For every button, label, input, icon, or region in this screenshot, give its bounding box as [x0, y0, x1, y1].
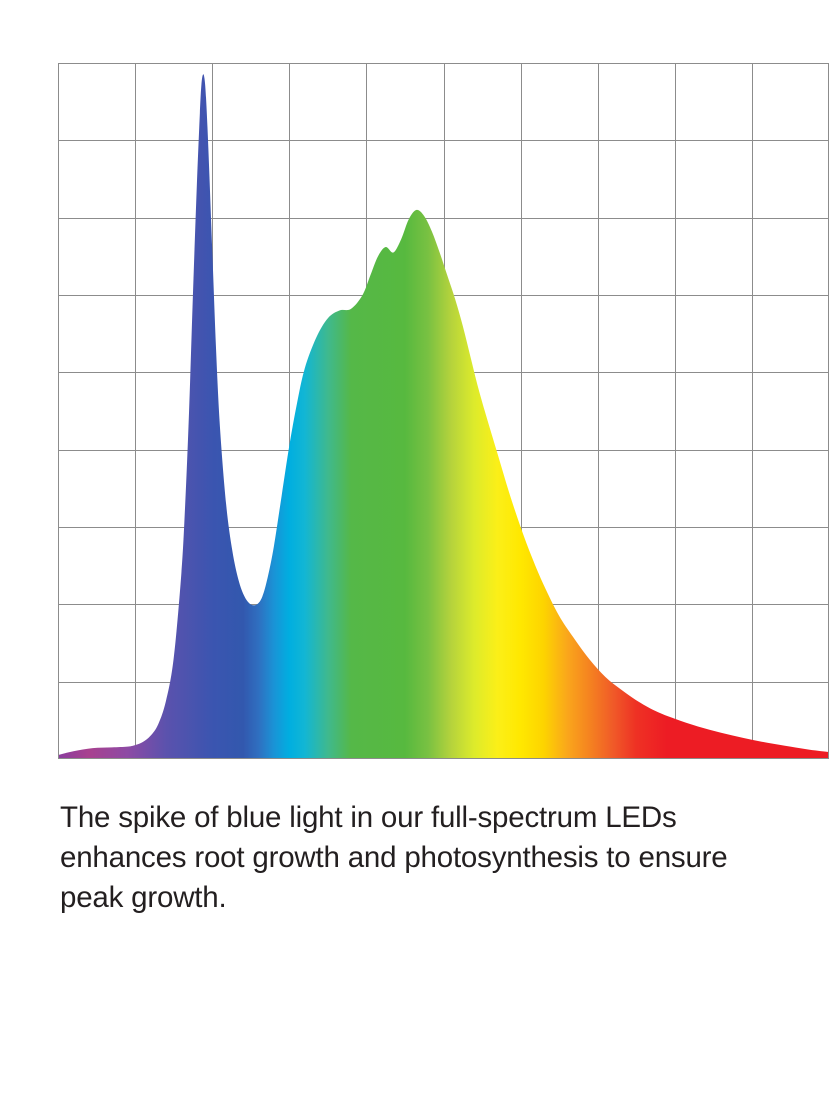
- spectrum-chart: [58, 63, 829, 759]
- caption-block: The spike of blue light in our full-spec…: [60, 798, 790, 918]
- plot-frame: [58, 63, 829, 759]
- caption-text: The spike of blue light in our full-spec…: [60, 801, 728, 914]
- spectrum-chart-svg: [58, 63, 829, 759]
